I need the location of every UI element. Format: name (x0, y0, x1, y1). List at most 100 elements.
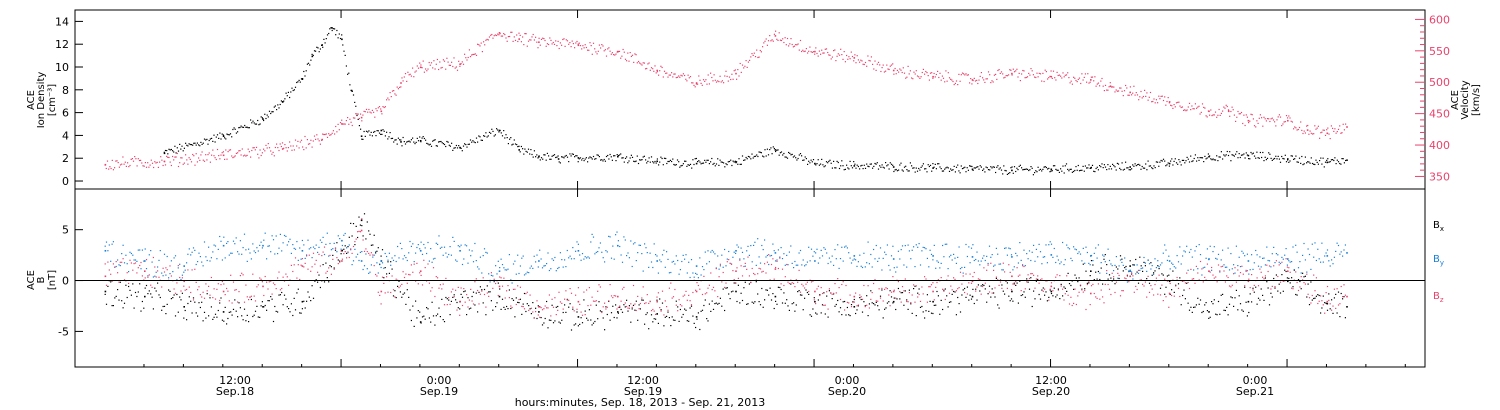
bx-sample (490, 300, 492, 302)
bz-sample (1219, 270, 1221, 272)
velocity-sample (1005, 75, 1007, 77)
velocity-sample (202, 159, 204, 161)
bx-sample (937, 295, 939, 297)
by-sample (226, 242, 228, 244)
bx-sample (638, 304, 640, 306)
bx-sample (889, 290, 891, 292)
density-sample (821, 158, 823, 160)
by-sample (506, 269, 508, 271)
velocity-sample (519, 34, 521, 36)
bz-sample (1199, 260, 1202, 263)
by-sample (757, 238, 759, 240)
velocity-sample (154, 161, 156, 163)
density-sample (390, 137, 392, 140)
bx-sample (180, 299, 182, 301)
velocity-sample (940, 79, 942, 81)
density-sample (486, 136, 488, 138)
velocity-sample (383, 106, 385, 109)
velocity-sample (672, 76, 674, 78)
by-sample (249, 252, 251, 254)
density-sample (540, 157, 543, 159)
bx-sample (624, 306, 626, 308)
by-sample (575, 250, 577, 252)
bx-sample (514, 316, 516, 318)
density-sample (777, 149, 779, 151)
velocity-sample (693, 84, 695, 86)
density-sample (509, 138, 511, 140)
bx-sample (1322, 295, 1324, 297)
velocity-sample (1013, 71, 1016, 73)
by-sample (816, 248, 818, 250)
bx-point (1050, 290, 1053, 293)
bz-sample (190, 291, 192, 294)
density-sample (640, 159, 642, 161)
bx-sample (1263, 299, 1265, 301)
density-sample (172, 150, 174, 152)
density-sample (876, 162, 878, 164)
by-sample (499, 267, 501, 269)
density-sample (1127, 167, 1129, 169)
by-sample (169, 273, 171, 275)
velocity-sample (872, 63, 874, 65)
bx-sample (1027, 281, 1029, 283)
velocity-sample (1298, 126, 1301, 129)
bx-sample (570, 329, 573, 331)
bx-sample (242, 319, 244, 321)
bx-sample (837, 299, 839, 302)
bx-sample (1252, 287, 1254, 289)
density-ytick-label: 6 (62, 107, 69, 120)
by-sample (300, 258, 302, 260)
bx-sample (492, 309, 494, 311)
density-sample (1227, 154, 1230, 157)
by-sample (119, 265, 121, 267)
bz-sample (285, 273, 287, 275)
by-sample (1322, 261, 1324, 263)
bz-sample (1103, 302, 1105, 304)
density-sample (1171, 158, 1173, 160)
velocity-sample (213, 155, 215, 157)
by-sample (1012, 269, 1014, 271)
density-sample (940, 168, 942, 170)
density-sample (636, 155, 638, 157)
density-sample (576, 155, 578, 157)
bz-sample (1002, 262, 1004, 264)
velocity-sample (920, 76, 922, 78)
density-sample (1144, 167, 1146, 169)
velocity-sample (830, 58, 832, 60)
velocity-sample (253, 147, 255, 149)
velocity-sample (912, 78, 914, 80)
by-sample (176, 279, 178, 281)
bz-sample (347, 251, 349, 253)
density-sample (1288, 161, 1290, 163)
bx-sample (552, 322, 555, 324)
density-sample (420, 141, 422, 143)
bz-sample (223, 283, 225, 285)
density-sample (1005, 170, 1007, 172)
by-sample (452, 236, 454, 238)
bx-sample (1246, 315, 1248, 317)
density-sample (1336, 159, 1338, 161)
bx-sample (1107, 278, 1109, 280)
velocity-sample (1306, 125, 1308, 127)
density-sample (798, 154, 800, 156)
bx-sample (500, 308, 502, 310)
bx-sample (1057, 288, 1059, 290)
by-sample (772, 243, 774, 245)
velocity-sample (523, 44, 525, 46)
by-sample (111, 243, 113, 245)
bx-sample (336, 242, 338, 244)
density-sample (1334, 157, 1336, 159)
bz-sample (235, 289, 237, 291)
by-sample (808, 246, 810, 248)
velocity-sample (925, 70, 927, 73)
density-sample (410, 139, 412, 141)
density-sample (1210, 158, 1212, 160)
velocity-sample (109, 166, 111, 168)
bz-sample (630, 303, 632, 305)
velocity-sample (833, 50, 835, 52)
by-sample (1337, 244, 1340, 247)
velocity-sample (863, 63, 865, 66)
by-sample (1020, 259, 1022, 261)
bx-sample (141, 300, 143, 303)
density-sample (954, 171, 956, 173)
